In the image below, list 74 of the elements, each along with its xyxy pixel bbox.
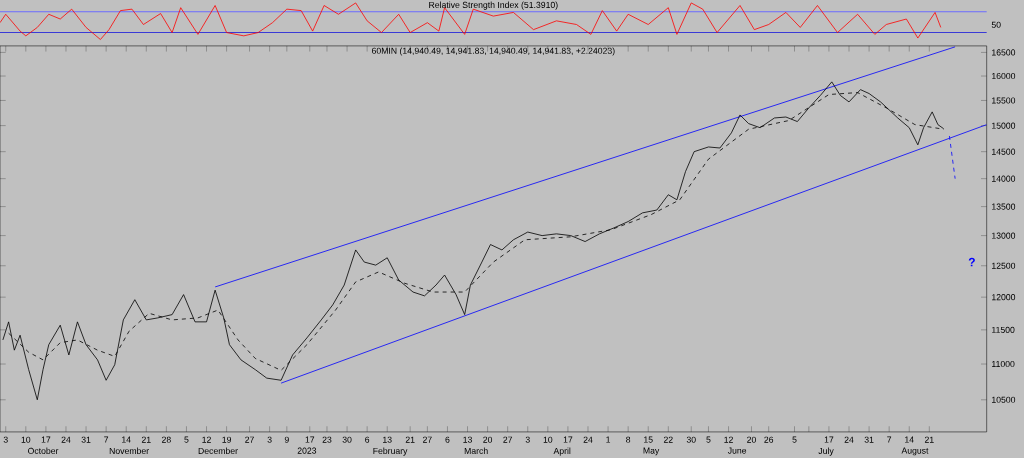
x2-tick-label: October bbox=[28, 447, 59, 454]
x2-tick-label: December bbox=[198, 447, 238, 454]
x-tick-label: 21 bbox=[141, 436, 151, 443]
x-tick-label: 24 bbox=[583, 436, 593, 443]
x-tick-label: 8 bbox=[626, 436, 631, 443]
x-tick-label: 19 bbox=[222, 436, 232, 443]
y-tick-label: 15000 bbox=[992, 122, 1016, 129]
y-tick-label: 14500 bbox=[992, 148, 1016, 155]
x-tick-label: 26 bbox=[764, 436, 774, 443]
y-tick-label: 16500 bbox=[992, 49, 1016, 56]
x-tick-label: 3 bbox=[525, 436, 530, 443]
chart-title: Relative Strength Index (51.3910) bbox=[429, 1, 558, 10]
x2-tick-label: April bbox=[553, 447, 571, 456]
x-tick-label: 17 bbox=[41, 436, 51, 443]
y-tick-label: 11000 bbox=[992, 360, 1015, 368]
x2-tick-label: February bbox=[373, 447, 408, 456]
x2-tick-label: August bbox=[901, 447, 929, 456]
y-tick-label: 16000 bbox=[992, 72, 1016, 80]
x2-tick-label: November bbox=[109, 447, 149, 454]
x-tick-label: 17 bbox=[305, 436, 315, 443]
x-tick-label: 5 bbox=[184, 436, 189, 443]
x-tick-label: 22 bbox=[663, 436, 673, 443]
x-tick-label: 3 bbox=[3, 436, 8, 443]
y-tick-label: 12000 bbox=[992, 294, 1016, 301]
x-tick-label: 5 bbox=[792, 436, 797, 443]
x2-tick-label: July bbox=[818, 447, 834, 456]
x-tick-label: 27 bbox=[245, 436, 254, 443]
chart-title: 60MIN (14,940.49, 14,941.83, 14,940.49, 14,941.83, +2.24023) bbox=[371, 47, 615, 56]
x-tick-label: 12 bbox=[202, 436, 211, 443]
x-tick-label: 17 bbox=[824, 436, 834, 443]
x-tick-label: 31 bbox=[864, 436, 874, 443]
y-tick-label: 15500 bbox=[992, 97, 1016, 104]
x-tick-label: 6 bbox=[365, 436, 370, 443]
x-tick-label: 21 bbox=[924, 436, 934, 443]
x-tick-label: 9 bbox=[284, 436, 289, 443]
x-tick-label: 14 bbox=[905, 436, 914, 443]
x-tick-label: 28 bbox=[161, 436, 171, 443]
x-tick-label: 10 bbox=[543, 436, 553, 443]
x-tick-label: 30 bbox=[686, 436, 696, 443]
x-tick-label: 14 bbox=[122, 436, 131, 443]
x-tick-label: 24 bbox=[844, 436, 854, 443]
x-tick-label: 7 bbox=[104, 436, 109, 443]
x-tick-label: 27 bbox=[422, 436, 432, 443]
x-tick-label: 13 bbox=[463, 436, 472, 443]
x-tick-label: 17 bbox=[563, 436, 573, 443]
y-tick-label: 10500 bbox=[992, 396, 1016, 403]
x-tick-label: 12 bbox=[724, 436, 733, 443]
x-tick-label: 20 bbox=[747, 436, 756, 443]
x2-tick-label: March bbox=[464, 447, 488, 454]
x-tick-label: 30 bbox=[342, 436, 352, 443]
x-tick-label: 5 bbox=[706, 436, 711, 443]
y-tick-label: 13500 bbox=[992, 203, 1016, 210]
x-tick-label: 21 bbox=[405, 436, 415, 443]
x-tick-label: 27 bbox=[503, 436, 513, 443]
x-tick-label: 24 bbox=[61, 436, 71, 443]
x-tick-label: 20 bbox=[483, 436, 493, 443]
y-tick-label: 13000 bbox=[992, 232, 1016, 239]
x-tick-label: 10 bbox=[21, 436, 31, 443]
x-tick-label: 13 bbox=[383, 436, 392, 443]
y-tick-label: 12500 bbox=[992, 262, 1016, 269]
x2-tick-label: May bbox=[643, 447, 660, 456]
x-tick-label: 23 bbox=[322, 436, 332, 443]
x-tick-label: 15 bbox=[644, 436, 653, 443]
x-tick-label: 1 bbox=[606, 436, 611, 443]
x2-tick-label: 2023 bbox=[297, 447, 317, 454]
annotation: ? bbox=[968, 257, 975, 267]
x-tick-label: 6 bbox=[445, 436, 450, 443]
text: 50 bbox=[991, 21, 1001, 28]
x2-tick-label: June bbox=[727, 447, 747, 454]
x-tick-label: 7 bbox=[887, 436, 892, 443]
y-tick-label: 11500 bbox=[992, 326, 1015, 333]
x-tick-label: 31 bbox=[81, 436, 91, 443]
y-tick-label: 14000 bbox=[992, 175, 1016, 182]
x-tick-label: 3 bbox=[267, 436, 272, 443]
